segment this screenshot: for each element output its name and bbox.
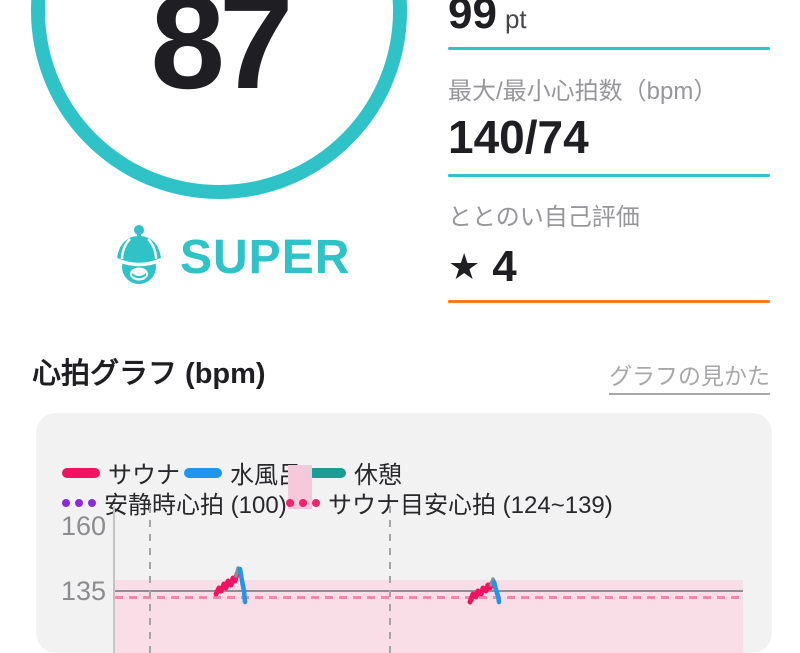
heart-rate-value: 140/74 bbox=[448, 111, 589, 163]
heart-rate-graph-title: 心拍グラフ (bpm) bbox=[32, 358, 266, 390]
graph-help-link[interactable]: グラフの見かた bbox=[609, 357, 770, 395]
stats-column: 99 pt 最大/最小心拍数（bpm） 140/74 ととのい自己評価 ★ 4 bbox=[448, 0, 772, 320]
divider-orange bbox=[448, 300, 770, 303]
rank-row: SUPER bbox=[110, 224, 370, 290]
heart-rate-chart-card: サウナ 水風呂 休憩 安静時心拍 (100) サウナ目安心拍 (124~139) bbox=[36, 413, 772, 653]
legend-label-resting-hr: 安静時心拍 (100) bbox=[104, 492, 287, 519]
rest-line-swatch bbox=[308, 467, 346, 478]
heart-rate-label: 最大/最小心拍数（bpm） bbox=[448, 78, 718, 105]
target-hr-dots-swatch bbox=[286, 498, 320, 507]
sauna-line-swatch bbox=[62, 467, 100, 478]
point-value: 99 bbox=[448, 0, 497, 38]
y-tick-160: 160 bbox=[60, 511, 106, 541]
point-stat: 99 pt bbox=[448, 0, 527, 36]
legend-item-sauna: サウナ bbox=[62, 455, 180, 490]
sauna-hat-icon bbox=[110, 223, 168, 292]
gridline-135 bbox=[115, 590, 743, 592]
divider-teal-1 bbox=[448, 47, 770, 50]
legend-label-target-hr: サウナ目安心拍 (124~139) bbox=[328, 492, 613, 519]
heart-rate-traces bbox=[213, 566, 502, 605]
self-rating-value: ★ 4 bbox=[448, 242, 517, 292]
star-icon: ★ bbox=[448, 246, 481, 287]
legend-item-rest: 休憩 bbox=[308, 455, 402, 490]
legend-item-resting-hr: 安静時心拍 (100) bbox=[62, 485, 287, 520]
sauna-score-value: 87 bbox=[150, 0, 293, 117]
chart-plot: 160 135 bbox=[36, 413, 772, 653]
legend-label-sauna: サウナ bbox=[108, 462, 180, 489]
divider-teal-2 bbox=[448, 174, 770, 177]
self-rating-number: 4 bbox=[492, 242, 517, 291]
session-marker-line bbox=[389, 506, 391, 653]
chart-legend-row-2: 安静時心拍 (100) サウナ目安心拍 (124~139) bbox=[36, 485, 772, 519]
resting-hr-dots-swatch bbox=[62, 498, 96, 507]
legend-label-rest: 休憩 bbox=[354, 462, 402, 489]
rank-label: SUPER bbox=[180, 230, 351, 284]
y-axis-line bbox=[113, 506, 115, 653]
waterbath-line-swatch bbox=[184, 467, 222, 478]
self-rating-label: ととのい自己評価 bbox=[448, 204, 640, 231]
target-band-dashed-line bbox=[115, 596, 743, 599]
point-unit: pt bbox=[504, 4, 527, 34]
legend-item-target-hr: サウナ目安心拍 (124~139) bbox=[286, 485, 613, 520]
session-marker-line bbox=[149, 506, 151, 653]
